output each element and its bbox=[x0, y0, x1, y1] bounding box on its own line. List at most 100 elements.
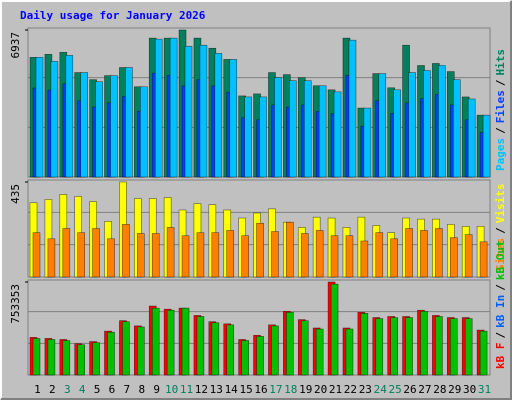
x-tick-label: 12 bbox=[195, 383, 208, 396]
bar bbox=[375, 318, 384, 376]
x-tick-label: 21 bbox=[329, 383, 342, 396]
bar bbox=[110, 75, 118, 178]
bar bbox=[271, 325, 279, 376]
x-tick-label: 2 bbox=[49, 383, 56, 396]
bar bbox=[479, 241, 488, 278]
bar bbox=[226, 324, 235, 376]
bar bbox=[137, 233, 145, 278]
bar bbox=[256, 222, 264, 278]
bar bbox=[107, 238, 115, 278]
bar bbox=[333, 91, 342, 178]
bar bbox=[467, 98, 476, 178]
x-tick-label: 17 bbox=[269, 383, 282, 396]
bar bbox=[35, 57, 44, 178]
bar bbox=[408, 72, 416, 178]
bar bbox=[390, 238, 398, 278]
bar bbox=[330, 283, 339, 376]
bar bbox=[405, 228, 413, 278]
bar bbox=[420, 230, 428, 278]
x-tick-label: 13 bbox=[210, 383, 223, 396]
bar bbox=[449, 318, 458, 376]
bar bbox=[286, 221, 294, 278]
x-tick-label: 27 bbox=[418, 383, 431, 396]
legend-entry: Files bbox=[494, 90, 507, 123]
bar bbox=[482, 114, 491, 178]
x-tick-label: 30 bbox=[463, 383, 476, 396]
legend-entry: kB F bbox=[494, 343, 507, 370]
legend: kB F / kB In / kB Out bbox=[494, 240, 507, 369]
bar bbox=[211, 232, 220, 278]
legend-entry: kB In bbox=[494, 295, 507, 328]
bar bbox=[479, 330, 488, 376]
legend-separator: / bbox=[494, 332, 507, 339]
legend: Sites / Visits bbox=[494, 184, 507, 272]
x-tick-label: 8 bbox=[138, 383, 145, 396]
legend-entry: Pages bbox=[494, 138, 507, 171]
bar bbox=[65, 55, 74, 178]
bar bbox=[184, 45, 193, 178]
bar bbox=[345, 328, 354, 376]
bar bbox=[166, 309, 175, 376]
bar bbox=[259, 96, 267, 178]
bar bbox=[211, 322, 220, 376]
bar bbox=[286, 312, 294, 376]
bar bbox=[62, 228, 71, 278]
legend-entry: Sites bbox=[494, 238, 507, 271]
bar bbox=[452, 79, 461, 178]
bar bbox=[318, 85, 327, 178]
bar bbox=[137, 326, 145, 376]
bar bbox=[80, 72, 89, 178]
bar bbox=[438, 65, 446, 178]
bar bbox=[166, 227, 175, 278]
bar bbox=[405, 317, 413, 376]
bar bbox=[390, 317, 398, 376]
bar bbox=[151, 233, 160, 278]
bar bbox=[271, 231, 279, 278]
bar bbox=[77, 344, 86, 376]
x-tick-label: 20 bbox=[314, 383, 327, 396]
x-tick-label: 3 bbox=[64, 383, 71, 396]
bar bbox=[345, 235, 354, 278]
bar bbox=[196, 232, 205, 278]
bar bbox=[154, 38, 163, 178]
bar bbox=[303, 80, 312, 178]
bar bbox=[196, 316, 205, 376]
bar bbox=[229, 59, 238, 178]
x-tick-label: 22 bbox=[344, 383, 357, 396]
bar bbox=[348, 39, 357, 178]
bar bbox=[181, 235, 190, 278]
x-tick-label: 7 bbox=[124, 383, 131, 396]
bar bbox=[244, 96, 252, 178]
bar bbox=[47, 339, 56, 376]
bar bbox=[32, 338, 41, 376]
x-tick-label: 23 bbox=[359, 383, 372, 396]
y-tick-label: 435 bbox=[9, 184, 22, 204]
x-tick-label: 26 bbox=[403, 383, 416, 396]
bar bbox=[214, 53, 223, 178]
legend-separator: / bbox=[494, 227, 507, 234]
x-tick-label: 18 bbox=[284, 383, 297, 396]
legend-entry: Visits bbox=[494, 184, 507, 224]
bar bbox=[420, 310, 428, 376]
x-tick-label: 24 bbox=[374, 383, 388, 396]
x-tick-label: 31 bbox=[478, 383, 491, 396]
bar bbox=[464, 234, 473, 278]
bar bbox=[393, 89, 401, 178]
bar bbox=[107, 331, 115, 376]
bar bbox=[50, 61, 59, 178]
x-tick-label: 15 bbox=[239, 383, 252, 396]
bar bbox=[181, 307, 190, 376]
x-tick-label: 29 bbox=[448, 383, 461, 396]
legend-separator: / bbox=[494, 284, 507, 291]
legend-entry: kB Out bbox=[494, 240, 507, 280]
bar bbox=[363, 107, 372, 178]
x-tick-label: 28 bbox=[433, 383, 446, 396]
bar bbox=[360, 240, 369, 278]
x-tick-label: 10 bbox=[165, 383, 178, 396]
x-tick-label: 6 bbox=[109, 383, 116, 396]
bar bbox=[435, 228, 443, 278]
bar bbox=[315, 328, 324, 376]
x-tick-label: 1 bbox=[34, 383, 41, 396]
bar bbox=[300, 233, 309, 278]
y-tick-label: 753353 bbox=[9, 284, 22, 324]
